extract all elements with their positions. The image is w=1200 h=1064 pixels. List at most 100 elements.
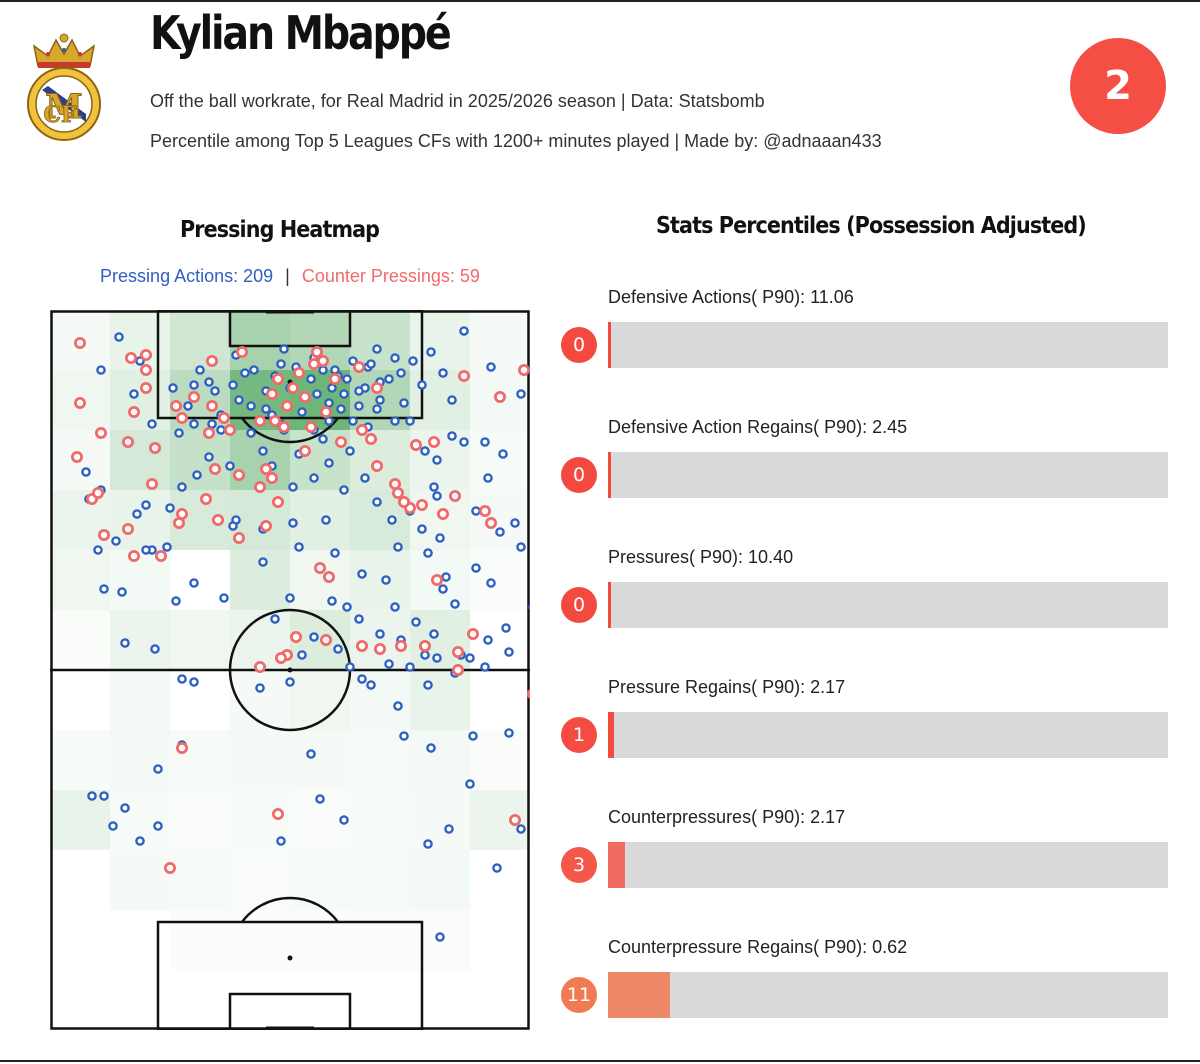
subtitle-percentile: Percentile among Top 5 Leagues CFs with … bbox=[150, 131, 882, 151]
pressing-action-point bbox=[465, 653, 475, 663]
pressing-action-point bbox=[306, 749, 316, 759]
counter-pressing-point bbox=[122, 436, 135, 449]
pressing-action-point bbox=[366, 359, 376, 369]
svg-text:M: M bbox=[45, 87, 83, 127]
pressing-action-point bbox=[87, 791, 97, 801]
pressing-action-point bbox=[399, 731, 409, 741]
counter-pressing-point bbox=[286, 382, 299, 395]
pressing-action-point bbox=[255, 683, 265, 693]
pressing-action-point bbox=[288, 482, 298, 492]
pressing-action-point bbox=[171, 596, 181, 606]
counter-pressing-point bbox=[223, 424, 236, 437]
pressing-action-point bbox=[177, 482, 187, 492]
heatmap-bin bbox=[470, 550, 530, 610]
pressing-action-point bbox=[486, 362, 496, 372]
pressing-action-point bbox=[177, 674, 187, 684]
pressing-action-point bbox=[219, 593, 229, 603]
counter-pressing-point bbox=[125, 352, 138, 365]
pressing-action-point bbox=[372, 344, 382, 354]
subtitle-workrate: Off the ball workrate, for Real Madrid i… bbox=[150, 91, 765, 111]
pressing-action-point bbox=[96, 365, 106, 375]
pressing-action-point bbox=[111, 536, 121, 546]
heatmap-bin bbox=[50, 790, 110, 850]
pressing-action-point bbox=[276, 836, 286, 846]
heatmap-bin bbox=[410, 790, 470, 850]
counter-pressing-point bbox=[70, 450, 83, 463]
pressing-action-point bbox=[183, 401, 193, 411]
heatmap-bin bbox=[290, 910, 350, 970]
stat-label: Defensive Action Regains( P90): 2.45 bbox=[608, 417, 908, 437]
pressing-action-point bbox=[423, 548, 433, 558]
pressing-action-point bbox=[345, 446, 355, 456]
pressing-action-point bbox=[93, 545, 103, 555]
pressing-action-point bbox=[357, 569, 367, 579]
pressing-action-point bbox=[480, 662, 490, 672]
counter-pressing-point bbox=[493, 391, 506, 404]
heatmap-bin bbox=[410, 730, 470, 790]
pressing-action-point bbox=[246, 401, 256, 411]
pressing-action-point bbox=[207, 419, 217, 429]
pressing-action-point bbox=[288, 518, 298, 528]
pressing-action-point bbox=[471, 563, 481, 573]
player-name: Kylian Mbappé bbox=[150, 6, 452, 60]
pressing-action-point bbox=[423, 839, 433, 849]
counter-pressing-point bbox=[451, 645, 464, 658]
counter-pressing-point bbox=[271, 495, 284, 508]
stat-percentile-badge: 1 bbox=[561, 717, 597, 753]
pressing-action-point bbox=[162, 542, 172, 552]
pressing-action-point bbox=[129, 389, 139, 399]
counter-pressing-point bbox=[394, 639, 407, 652]
counter-pressing-point bbox=[259, 519, 272, 532]
pressing-heatmap-pitch bbox=[50, 310, 530, 1030]
counter-pressing-point bbox=[277, 421, 290, 434]
pressing-action-point bbox=[204, 452, 214, 462]
pressing-action-point bbox=[285, 593, 295, 603]
counter-pressing-point bbox=[176, 507, 189, 520]
pressing-action-point bbox=[480, 437, 490, 447]
counter-pressing-point bbox=[122, 522, 135, 535]
pressing-action-point bbox=[324, 416, 334, 426]
pressing-action-point bbox=[192, 470, 202, 480]
heatmap-bin bbox=[170, 910, 230, 970]
counter-pressings-legend: Counter Pressings: 59 bbox=[301, 266, 480, 286]
counter-pressing-point bbox=[211, 513, 224, 526]
counter-pressing-point bbox=[355, 639, 368, 652]
heatmap-bin bbox=[230, 670, 290, 730]
counter-pressing-point bbox=[268, 415, 281, 428]
pressing-action-point bbox=[435, 533, 445, 543]
counter-pressing-point bbox=[436, 507, 449, 520]
counter-pressing-point bbox=[355, 424, 368, 437]
counter-pressing-point bbox=[451, 663, 464, 676]
counter-pressing-point bbox=[217, 412, 230, 425]
heatmap-bin bbox=[170, 310, 230, 370]
pressing-action-point bbox=[432, 491, 442, 501]
bottom-penalty-arc bbox=[241, 896, 339, 923]
pressing-action-point bbox=[189, 380, 199, 390]
pressing-action-point bbox=[309, 632, 319, 642]
stat-bar-fill bbox=[608, 582, 612, 628]
counter-pressing-point bbox=[418, 639, 431, 652]
top-penalty-area bbox=[156, 310, 424, 420]
pressing-action-point bbox=[444, 824, 454, 834]
stat-percentile-badge: 11 bbox=[561, 977, 597, 1013]
counter-pressing-point bbox=[316, 355, 329, 368]
counter-pressing-point bbox=[235, 346, 248, 359]
counter-pressing-point bbox=[313, 561, 326, 574]
counter-pressing-point bbox=[289, 630, 302, 643]
pressing-action-point bbox=[279, 344, 289, 354]
heatmap-bin bbox=[410, 670, 470, 730]
stats-title: Stats Percentiles (Possession Adjusted) bbox=[656, 213, 1087, 239]
counter-pressing-point bbox=[280, 400, 293, 413]
pressing-action-point bbox=[324, 458, 334, 468]
pressing-action-point bbox=[99, 791, 109, 801]
pressing-action-point bbox=[270, 614, 280, 624]
pressing-action-point bbox=[393, 701, 403, 711]
pressing-action-point bbox=[432, 455, 442, 465]
counter-pressing-point bbox=[176, 741, 189, 754]
pressing-action-point bbox=[276, 359, 286, 369]
pressing-action-point bbox=[168, 383, 178, 393]
pressing-action-point bbox=[423, 680, 433, 690]
counter-pressing-point bbox=[352, 361, 365, 374]
center-spot bbox=[287, 667, 293, 673]
pressing-action-point bbox=[384, 659, 394, 669]
